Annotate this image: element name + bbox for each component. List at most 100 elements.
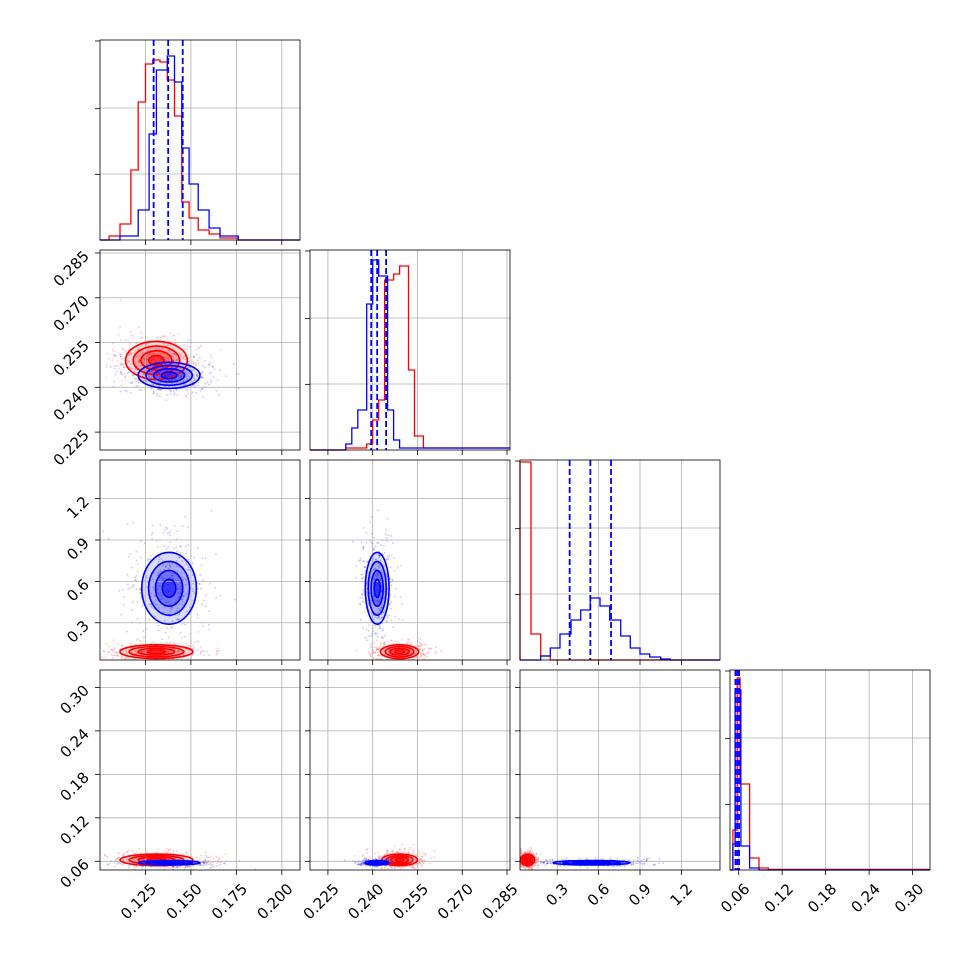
- scatter-point-blue: [161, 638, 163, 640]
- scatter-point-blue: [202, 862, 205, 864]
- scatter-point-red: [434, 652, 436, 655]
- scatter-point-blue: [200, 372, 203, 375]
- scatter-point-red: [142, 650, 145, 653]
- scatter-point-blue: [168, 379, 170, 382]
- contour-red-1: [523, 856, 532, 864]
- scatter-point-blue: [166, 583, 169, 586]
- scatter-point-red: [139, 355, 142, 357]
- scatter-point-red: [120, 358, 123, 360]
- scatter-point-blue: [384, 551, 386, 554]
- scatter-point-red: [183, 379, 185, 382]
- scatter-point-red: [130, 367, 133, 370]
- scatter-point-red: [167, 343, 170, 346]
- scatter-point-red: [387, 872, 389, 874]
- scatter-point-red: [146, 353, 149, 356]
- scatter-point-red: [394, 640, 397, 643]
- scatter-point-red: [104, 853, 106, 856]
- density-fill-blue-2: [371, 570, 384, 607]
- scatter-point-blue: [138, 389, 141, 391]
- scatter-point-red: [529, 849, 532, 851]
- scatter-point-blue: [366, 639, 368, 642]
- scatter-point-blue: [372, 557, 375, 560]
- scatter-point-red: [163, 850, 166, 853]
- scatter-point-red: [536, 866, 539, 869]
- scatter-point-red: [219, 349, 222, 351]
- scatter-point-blue: [362, 546, 365, 549]
- scatter-point-blue: [161, 577, 164, 580]
- scatter-point-blue: [120, 371, 122, 374]
- scatter-point-red: [520, 850, 522, 853]
- scatter-point-blue: [386, 614, 389, 617]
- scatter-point-red: [172, 334, 175, 337]
- scatter-point-blue: [359, 864, 362, 866]
- scatter-point-blue: [207, 623, 210, 626]
- scatter-point-red: [417, 656, 420, 659]
- scatter-point-red: [198, 347, 201, 349]
- scatter-point-red: [518, 851, 520, 853]
- scatter-point-red: [365, 859, 367, 862]
- scatter-point-blue: [379, 624, 381, 627]
- scatter-point-blue: [551, 859, 554, 861]
- scatter-point-blue: [164, 375, 167, 377]
- scatter-point-red: [410, 865, 413, 868]
- contour-red-2: [128, 645, 185, 658]
- scatter-point-blue: [175, 389, 178, 392]
- scatter-point-red: [419, 862, 422, 864]
- scatter-point-red: [176, 394, 179, 396]
- scatter-point-red: [116, 857, 119, 860]
- scatter-point-red: [148, 354, 151, 356]
- scatter-point-red: [119, 299, 122, 302]
- scatter-point-blue: [362, 545, 365, 548]
- scatter-point-red: [121, 658, 124, 660]
- scatter-point-red: [160, 347, 163, 350]
- scatter-point-blue: [176, 530, 179, 532]
- scatter-point-blue: [179, 376, 182, 378]
- scatter-point-blue: [159, 395, 161, 398]
- scatter-point-red: [121, 347, 124, 350]
- scatter-point-red: [141, 867, 144, 870]
- scatter-point-blue: [388, 614, 391, 617]
- scatter-point-blue: [173, 590, 175, 593]
- scatter-point-red: [390, 650, 393, 653]
- scatter-point-red: [183, 867, 186, 870]
- scatter-point-red: [166, 652, 169, 654]
- scatter-point-blue: [363, 857, 366, 860]
- axes-frame-layer: [95, 39, 931, 875]
- scatter-point-blue: [139, 587, 141, 590]
- scatter-point-blue: [632, 863, 635, 865]
- scatter-point-red: [183, 648, 186, 651]
- scatter-point-blue: [117, 861, 120, 864]
- scatter-point-red: [515, 859, 517, 861]
- scatter-point-blue: [157, 555, 160, 558]
- scatter-point-blue: [375, 575, 377, 577]
- scatter-point-red: [529, 850, 531, 852]
- scatter-point-blue: [170, 627, 173, 630]
- scatter-point-red: [408, 663, 410, 665]
- scatter-point-blue: [367, 630, 370, 632]
- contour-red-2: [521, 854, 534, 866]
- scatter-point-blue: [172, 394, 175, 396]
- scatter-point-blue: [164, 375, 167, 378]
- scatter-point-blue: [167, 546, 170, 549]
- scatter-point-red: [140, 331, 143, 334]
- scatter-point-red: [531, 868, 534, 870]
- scatter-point-red: [175, 651, 178, 654]
- scatter-point-red: [131, 650, 134, 652]
- scatter-point-blue: [199, 344, 202, 347]
- scatter-point-blue: [192, 356, 195, 359]
- scatter-point-blue: [165, 548, 168, 550]
- scatter-point-blue: [218, 394, 221, 396]
- scatter-point-red: [524, 852, 527, 854]
- scatter-point-red: [172, 352, 175, 355]
- scatter-point-blue: [136, 600, 139, 603]
- scatter-point-red: [175, 359, 177, 362]
- scatter-point-blue: [174, 611, 177, 614]
- scatter-point-blue: [212, 365, 215, 368]
- scatter-point-blue: [148, 375, 150, 378]
- scatter-point-red: [174, 642, 176, 645]
- scatter-point-blue: [658, 857, 661, 860]
- scatter-point-red: [408, 640, 410, 643]
- scatter-point-red: [136, 638, 139, 640]
- scatter-point-blue: [370, 599, 372, 601]
- scatter-point-red: [117, 333, 120, 336]
